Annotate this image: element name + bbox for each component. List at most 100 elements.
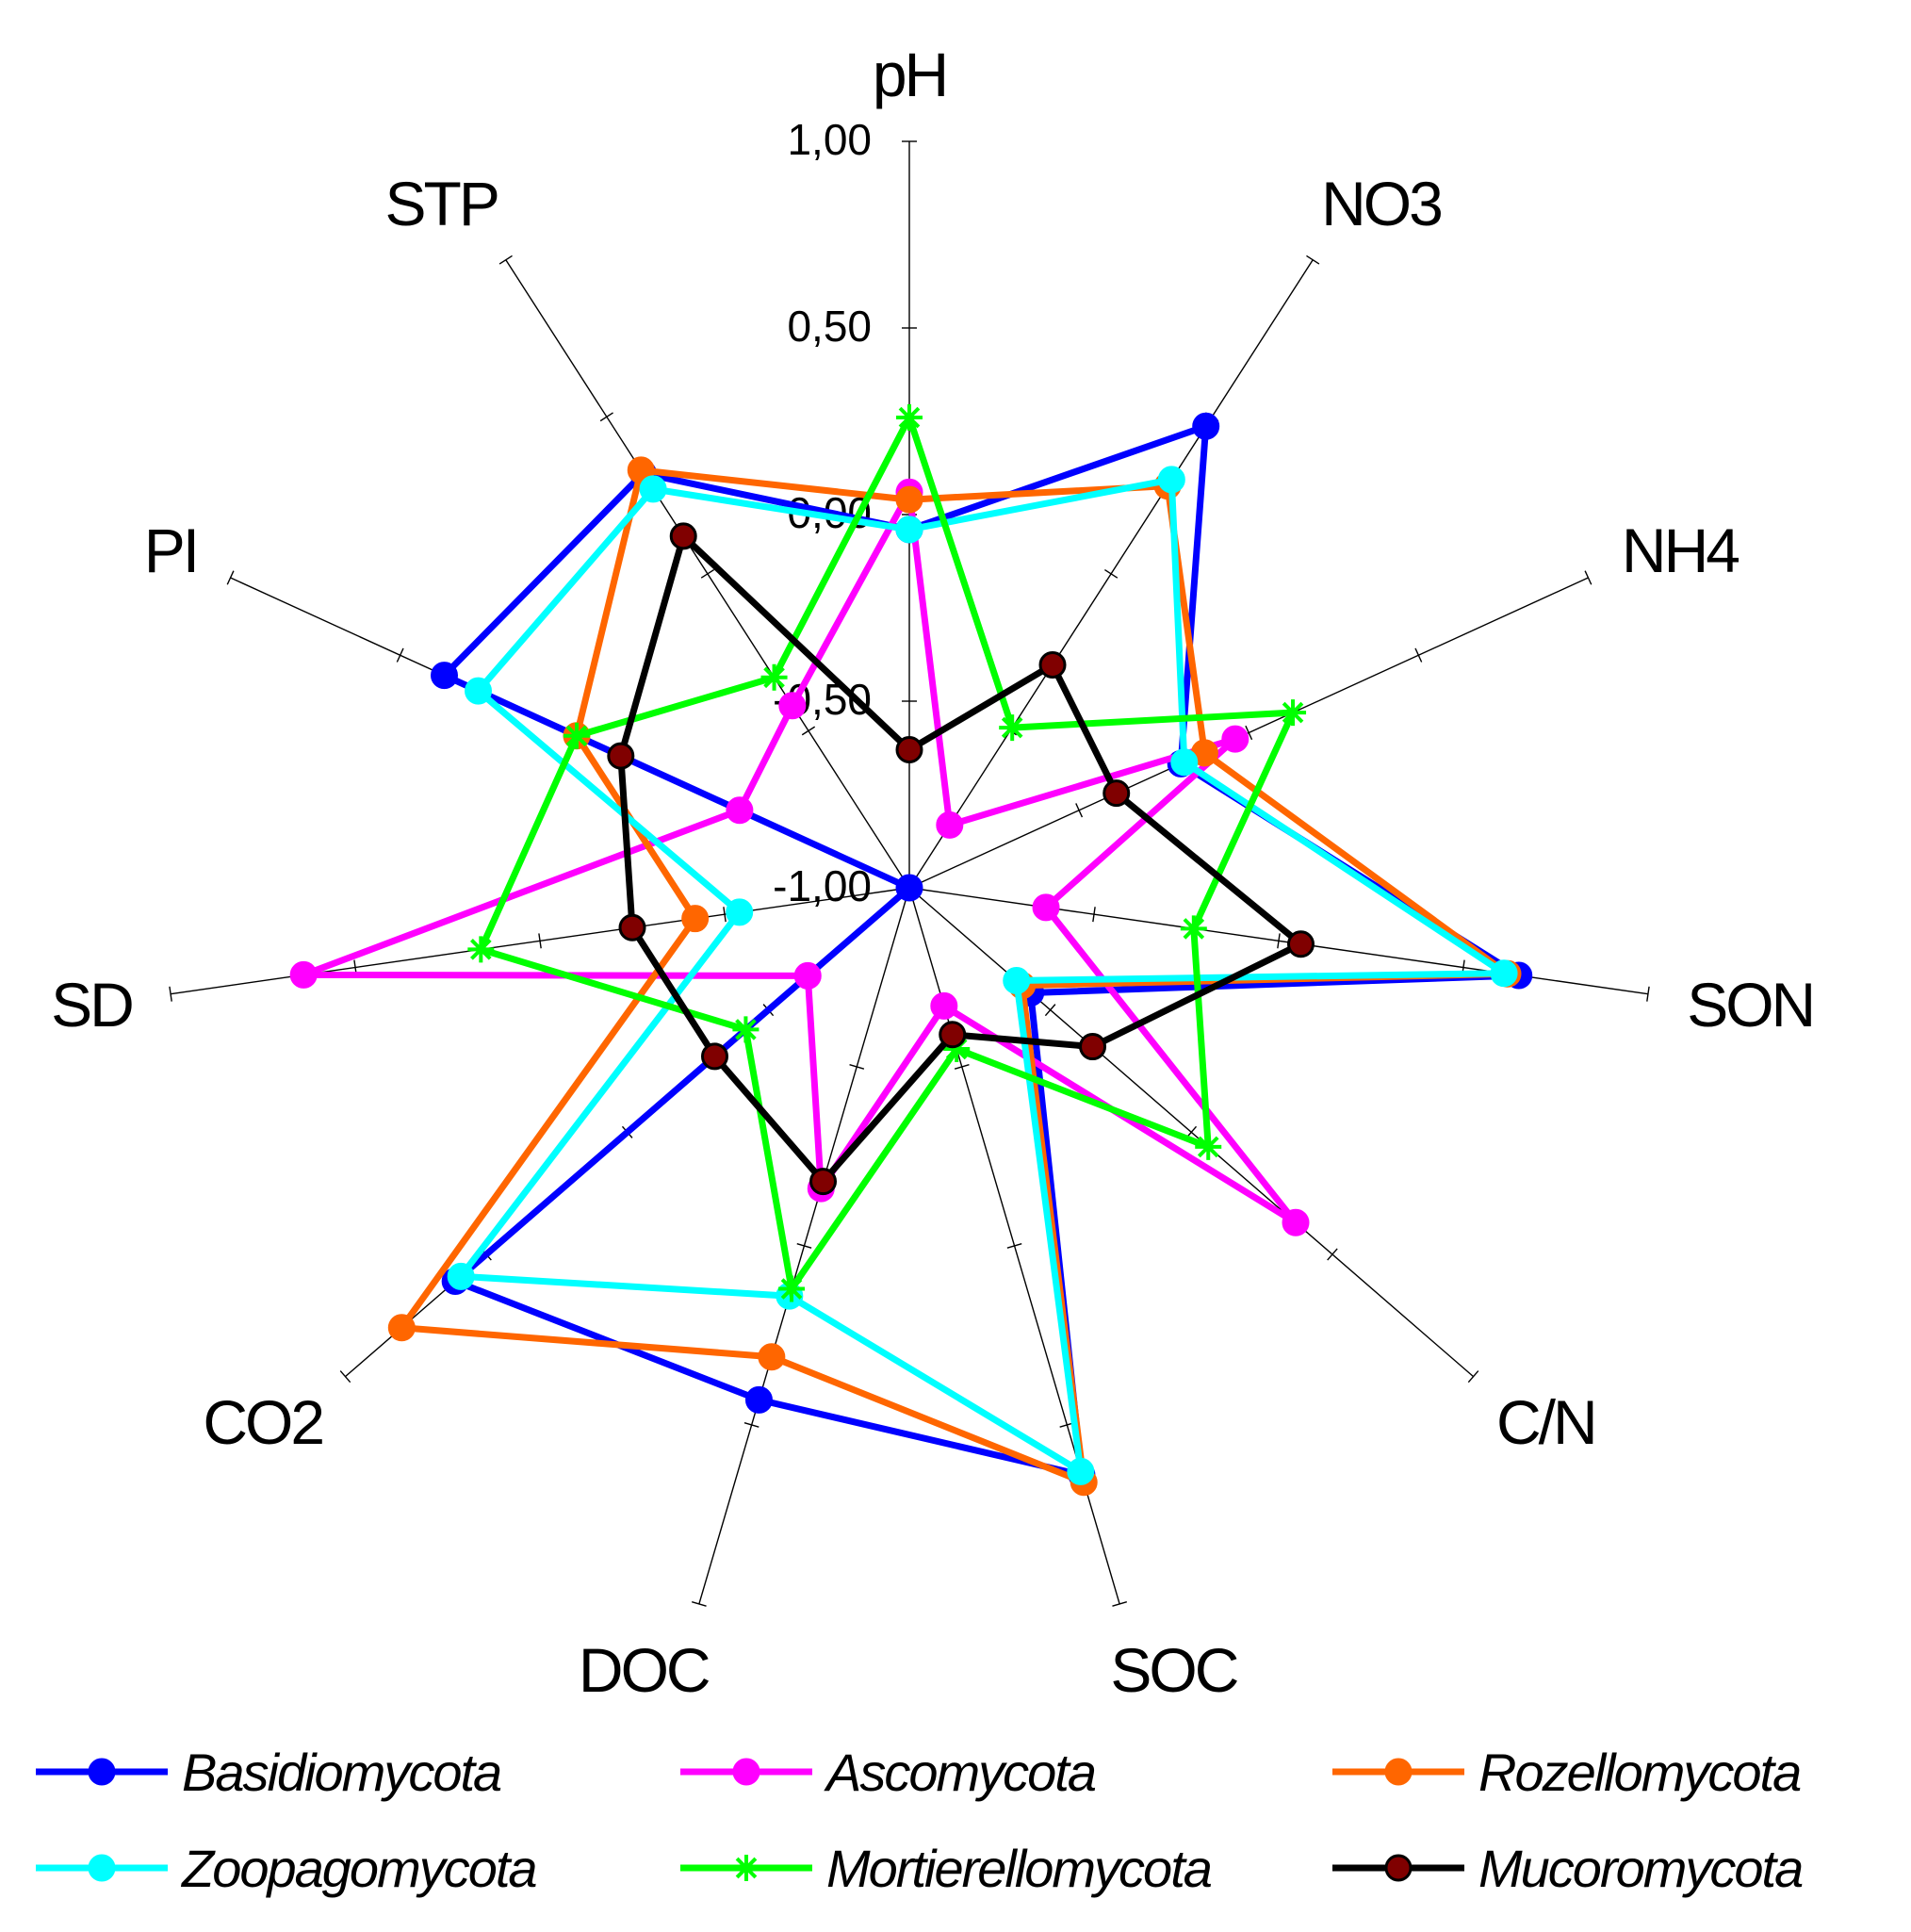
series-line-rozellomycota — [395, 467, 1518, 1488]
data-point-mortierellomycota-soc — [943, 1035, 971, 1062]
data-point-mucoromycota-son — [1286, 930, 1315, 958]
axis-tick-mark — [849, 1064, 865, 1070]
axis-tick-mark — [538, 933, 542, 949]
data-point-mortierellomycota-co2 — [732, 1016, 760, 1043]
legend-label: Ascomycota — [824, 1743, 1096, 1802]
data-point-rozellomycota-ph — [895, 485, 923, 514]
data-point-mortierellomycota-sd — [467, 936, 495, 963]
legend-marker — [1384, 1758, 1413, 1786]
data-point-zoopagomycota-stp — [639, 475, 667, 503]
legend-item-mortierellomycota: Mortierellomycota — [680, 1839, 1214, 1898]
axis-label-stp: STP — [385, 169, 498, 238]
axis-tick-mark — [796, 1243, 812, 1249]
data-point-zoopagomycota-sd — [726, 898, 754, 926]
data-point-zoopagomycota-pi — [465, 677, 493, 705]
data-point-ascomycota-no3 — [936, 810, 964, 839]
axis-tick-mark — [1306, 254, 1320, 265]
axis-label-nh4: NH4 — [1622, 516, 1739, 585]
axis-tick-mark — [1103, 568, 1119, 579]
data-point-ascomycota-stp — [778, 692, 807, 720]
series-mortierellomycota — [467, 404, 1307, 1302]
data-point-mucoromycota-doc — [809, 1168, 838, 1196]
axis-tick-mark — [1646, 986, 1650, 1002]
data-point-mucoromycota-pi — [607, 742, 635, 770]
series-ascomycota — [289, 478, 1310, 1236]
axis-label-c-n: C/N — [1496, 1387, 1595, 1457]
axis-tick-mark — [226, 570, 235, 585]
data-point-zoopagomycota-nh4 — [1170, 748, 1199, 777]
axis-tick-mark — [1327, 1248, 1338, 1261]
data-point-mucoromycota-stp — [669, 522, 697, 550]
data-point-mucoromycota-sd — [618, 913, 646, 941]
series-line-mucoromycota — [617, 530, 1307, 1187]
data-point-zoopagomycota-c-n — [1003, 967, 1031, 995]
radar-axes — [169, 140, 1650, 1607]
axis-tick-mark — [339, 1370, 351, 1384]
axis-label-co2: CO2 — [203, 1387, 322, 1457]
data-point-basidiomycota-no3 — [1192, 412, 1220, 440]
axis-tick-mark — [1044, 1004, 1056, 1017]
axis-label-no3: NO3 — [1321, 169, 1441, 238]
tick-label: -1,00 — [773, 861, 872, 910]
data-point-mucoromycota-soc — [939, 1021, 967, 1049]
data-point-ascomycota-son — [1032, 893, 1060, 922]
series-line-mortierellomycota — [476, 409, 1298, 1298]
data-point-ascomycota-sd — [289, 960, 318, 989]
axis-tick-mark — [498, 254, 513, 265]
data-point-mucoromycota-nh4 — [1102, 779, 1131, 808]
data-point-zoopagomycota-ph — [895, 516, 923, 544]
legend-item-basidiomycota: Basidiomycota — [36, 1743, 503, 1802]
series-line-ascomycota — [302, 481, 1298, 1226]
data-point-mucoromycota-co2 — [700, 1042, 728, 1071]
data-point-mortierellomycota-pi — [563, 722, 590, 749]
legend-marker — [88, 1854, 116, 1882]
legend-label: Mortierellomycota — [826, 1839, 1212, 1898]
axis-tick-mark — [1584, 570, 1592, 585]
data-point-mortierellomycota-c-n — [1195, 1133, 1222, 1160]
data-point-zoopagomycota-son — [1490, 959, 1518, 988]
data-point-mucoromycota-c-n — [1079, 1033, 1107, 1061]
axis-label-ph: pH — [873, 40, 946, 109]
tick-label: 1,00 — [787, 115, 872, 164]
axis-tick-mark — [700, 568, 715, 579]
series-line-zoopagomycota — [454, 475, 1515, 1479]
legend: Basidiomycota Ascomycota Rozellomycota Zoop… — [36, 1743, 1805, 1898]
data-point-basidiomycota-sd — [895, 874, 923, 902]
axis-tick-mark — [1092, 907, 1096, 923]
data-point-rozellomycota-stp — [627, 456, 655, 484]
data-point-rozellomycota-co2 — [387, 1314, 416, 1342]
legend-item-ascomycota: Ascomycota — [680, 1743, 1098, 1802]
data-point-rozellomycota-doc — [758, 1343, 786, 1371]
axis-tick-mark — [801, 726, 816, 736]
legend-item-rozellomycota: Rozellomycota — [1332, 1743, 1803, 1802]
legend-marker — [88, 1758, 116, 1786]
axis-labels: pH NO3 NH4 SON C/N SOC DOC CO2 SD PI STP — [51, 40, 1816, 1705]
legend-item-mucoromycota: Mucoromycota — [1332, 1839, 1805, 1898]
data-point-mucoromycota-ph — [895, 735, 923, 763]
axis-tick-mark — [1075, 803, 1084, 818]
data-point-mortierellomycota-ph — [896, 404, 923, 432]
data-point-ascomycota-c-n — [1282, 1208, 1310, 1236]
data-point-mortierellomycota-nh4 — [1280, 699, 1307, 727]
axis-tick-mark — [743, 1422, 760, 1428]
data-point-basidiomycota-doc — [744, 1385, 773, 1414]
data-point-mortierellomycota-doc — [778, 1275, 806, 1302]
axis-tick-mark — [723, 907, 727, 923]
legend-label: Zoopagomycota — [180, 1839, 536, 1898]
series-mucoromycota — [607, 522, 1315, 1196]
data-point-rozellomycota-sd — [681, 905, 710, 933]
data-point-basidiomycota-pi — [431, 662, 459, 690]
legend-marker — [733, 1855, 760, 1881]
axis-tick-mark — [1006, 1243, 1022, 1249]
data-point-zoopagomycota-co2 — [447, 1262, 475, 1290]
tick-label: 0,50 — [787, 302, 872, 351]
series-layer — [289, 404, 1533, 1497]
data-point-ascomycota-nh4 — [1221, 725, 1250, 753]
legend-marker — [1384, 1854, 1413, 1882]
data-point-zoopagomycota-no3 — [1157, 466, 1185, 494]
data-point-ascomycota-pi — [726, 796, 754, 825]
axis-tick-mark — [1245, 725, 1253, 741]
legend-label: Basidiomycota — [182, 1743, 501, 1802]
data-point-zoopagomycota-soc — [1067, 1457, 1095, 1485]
